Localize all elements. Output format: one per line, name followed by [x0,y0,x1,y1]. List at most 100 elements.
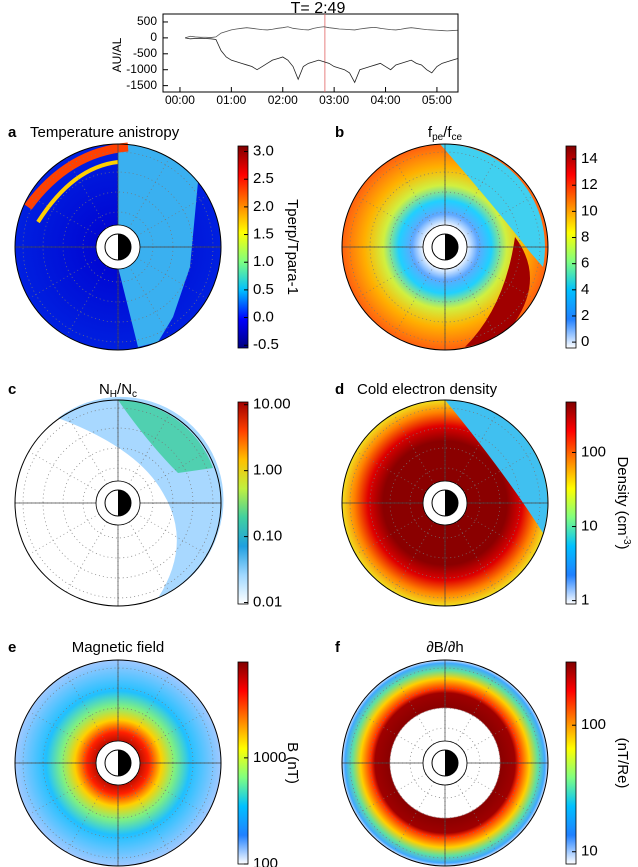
text-segment: (nT/Re) [614,738,631,789]
colorbar-tick-label: 6 [581,255,589,272]
text-segment: Temperature anistropy [30,124,180,141]
grid-spoke [66,157,108,229]
grid-spoke [28,195,100,237]
colorbar-tick-label: 8 [581,228,589,245]
outer-ring [341,143,549,351]
colorbar-tick-label: 1.00 [253,462,282,479]
series-line [185,37,458,84]
colorbar-label: Density (cm-3) [614,456,632,549]
grid-spoke [393,157,435,229]
grid-spoke [28,451,100,493]
colorbar-tick-label: 0.01 [253,594,282,611]
panel-title: NH/Nc [99,381,137,400]
grid-spoke [355,513,427,555]
polar-a [14,142,222,351]
colorbar-tick-label: 1000 [253,749,286,766]
text-segment: Density (cm [614,456,631,535]
grid-spoke [66,781,108,853]
polar-e [14,659,222,867]
text-segment: ce [452,132,463,143]
colorbar [565,145,577,349]
grid-spoke [393,521,435,593]
x-tick-label: 02:00 [268,93,298,107]
colorbar-tick-label: 14 [581,150,598,167]
grid-spoke [393,673,435,745]
colorbar-label: (nT/Re) [614,738,631,789]
planet-night [118,490,131,516]
planet-night [118,750,131,776]
grid-spoke [455,781,497,853]
grid-spoke [136,451,208,493]
chart-title: T= 2:49 [291,0,346,17]
colorbar [237,401,249,605]
planet-night [445,234,458,260]
colorbar-tick-label: 100 [581,716,606,733]
grid-spoke [463,513,535,555]
x-tick-label: 00:00 [165,93,195,107]
grid-spoke [455,413,497,485]
series-line [184,26,458,39]
grid-spoke [136,513,208,555]
grid-spoke [136,257,208,299]
grid-spoke [355,451,427,493]
colorbar-tick-label: 0 [581,333,589,350]
colorbar-tick-label: 1.5 [253,226,274,243]
colorbar [565,401,577,605]
colorbar-tick-label: 10 [581,202,598,219]
panel-label: a [8,124,17,141]
polar-b [341,143,549,351]
grid-spoke [455,521,497,593]
grid-spoke [136,773,208,815]
text-segment: pe [432,132,444,143]
outer-ring [14,143,222,351]
polar-d [341,399,549,607]
outer-ring [14,659,222,867]
text-segment: /f [443,124,452,141]
colorbar-tick-label: 1 [581,592,589,609]
planet-night [118,234,131,260]
grid-spoke [455,265,497,337]
x-tick-label: 04:00 [371,93,401,107]
text-segment: Cold electron density [357,381,498,398]
text-segment: Tperp/Tpara-1 [284,199,301,295]
colorbar-tick-label: 1.0 [253,253,274,270]
grid-spoke [463,257,535,299]
panel-label: e [8,639,16,656]
grid-spoke [455,157,497,229]
text-segment: N [99,381,110,398]
text-segment: H [110,389,117,400]
text-segment: Magnetic field [72,639,165,656]
panel-label: d [335,381,344,398]
grid-spoke [393,413,435,485]
grid-spoke [128,781,170,853]
colorbar-tick-label: 100 [581,443,606,460]
panel-title: Temperature anistropy [30,124,180,141]
grid-spoke [136,195,208,237]
panel-label: c [8,381,16,398]
text-segment: -3 [621,536,632,545]
grid-spoke [455,673,497,745]
panel-title: fpe/fce [428,124,463,143]
grid-spoke [463,711,535,753]
text-segment: ∂B/∂h [426,639,463,656]
grid-spoke [355,257,427,299]
polar-f [341,659,549,867]
grid-spoke [128,521,170,593]
grid-spoke [128,413,170,485]
colorbar-tick-label: 100 [253,855,278,867]
text-segment: f [428,124,433,141]
outer-ring [341,399,549,607]
grid-spoke [128,673,170,745]
colorbar [237,145,249,349]
colorbar-tick-label: 2.0 [253,198,274,215]
colorbar-label: Tperp/Tpara-1 [284,199,301,295]
text-segment: ) [614,545,631,550]
grid-spoke [66,413,108,485]
polar-maps [14,142,549,867]
grid-spoke [28,711,100,753]
grid-spoke [128,157,170,229]
colorbar-tick-label: 0.0 [253,309,274,326]
colorbar-tick-label: 10 [581,518,598,535]
outer-ring [341,659,549,867]
panel-title: Magnetic field [72,639,165,656]
